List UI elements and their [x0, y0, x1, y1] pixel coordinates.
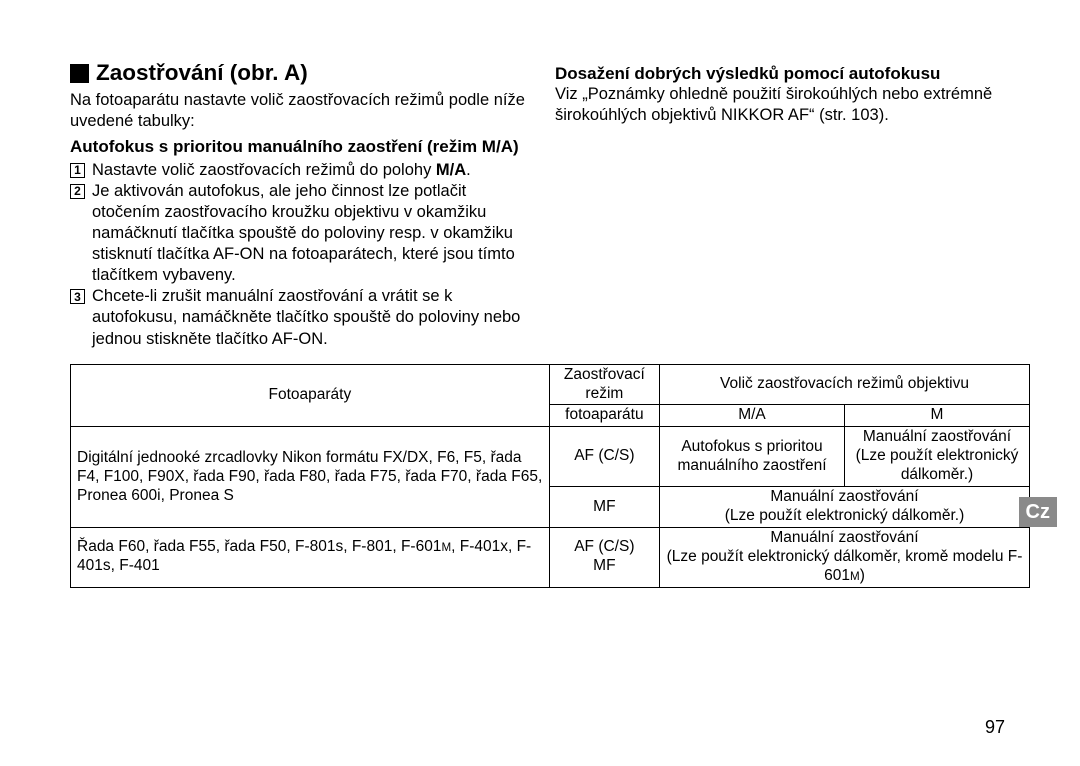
cell-mode-afcs: AF (C/S) [549, 427, 659, 487]
th-focus-mode-1: Zaostřovací režim [549, 364, 659, 405]
step-text: Chcete-li zrušit manuální zaostřování a … [92, 286, 525, 349]
step-number-box: 1 [70, 163, 85, 178]
language-tab: Cz [1019, 497, 1057, 527]
autofocus-subhead: Autofokus s prioritou manuálního zaostře… [70, 137, 525, 157]
results-subhead: Dosažení dobrých výsledků pomocí autofok… [555, 64, 1010, 84]
square-bullet-icon [70, 64, 89, 83]
results-paragraph: Viz „Poznámky ohledně použití širokoúhlý… [555, 84, 1010, 125]
cell-merged-mf: Manuální zaostřování(Lze použít elektron… [660, 487, 1030, 528]
numbered-list: 1 Nastavte volič zaostřovacích režimů do … [70, 160, 525, 350]
list-item: 2 Je aktivován autofokus, ale jeho činnos… [70, 181, 525, 287]
step-number-box: 3 [70, 289, 85, 304]
step-number-box: 2 [70, 184, 85, 199]
th-m: M [845, 405, 1030, 427]
cell-cameras-1: Digitální jednooké zrcadlovky Nikon form… [71, 427, 550, 528]
step-text: Je aktivován autofokus, ale jeho činnost… [92, 181, 525, 287]
cell-ma-1: Autofokus s prioritou manuálního zaostře… [660, 427, 845, 487]
section-heading: Zaostřování (obr. A) [70, 60, 525, 86]
list-item: 3 Chcete-li zrušit manuální zaostřování a… [70, 286, 525, 349]
th-focus-mode-2: fotoaparátu [549, 405, 659, 427]
compatibility-table: Fotoaparáty Zaostřovací režim Volič zaos… [70, 364, 1030, 588]
page-number: 97 [985, 717, 1005, 738]
th-ma: M/A [660, 405, 845, 427]
cell-mode-mf: MF [549, 487, 659, 528]
cell-merged-2: Manuální zaostřování(Lze použít elektron… [660, 527, 1030, 587]
heading-text: Zaostřování (obr. A) [96, 60, 308, 86]
step-text: Nastavte volič zaostřovacích režimů do p… [92, 160, 525, 181]
th-lens-switch: Volič zaostřovacích režimů objektivu [660, 364, 1030, 405]
th-cameras: Fotoaparáty [71, 364, 550, 427]
cell-m-1: Manuální zaostřování (Lze použít elektro… [845, 427, 1030, 487]
list-item: 1 Nastavte volič zaostřovacích režimů do … [70, 160, 525, 181]
intro-paragraph: Na fotoaparátu nastavte volič zaostřovac… [70, 90, 525, 131]
cell-cameras-2: Řada F60, řada F55, řada F50, F-801s, F-… [71, 527, 550, 587]
cell-mode-2: AF (C/S)MF [549, 527, 659, 587]
